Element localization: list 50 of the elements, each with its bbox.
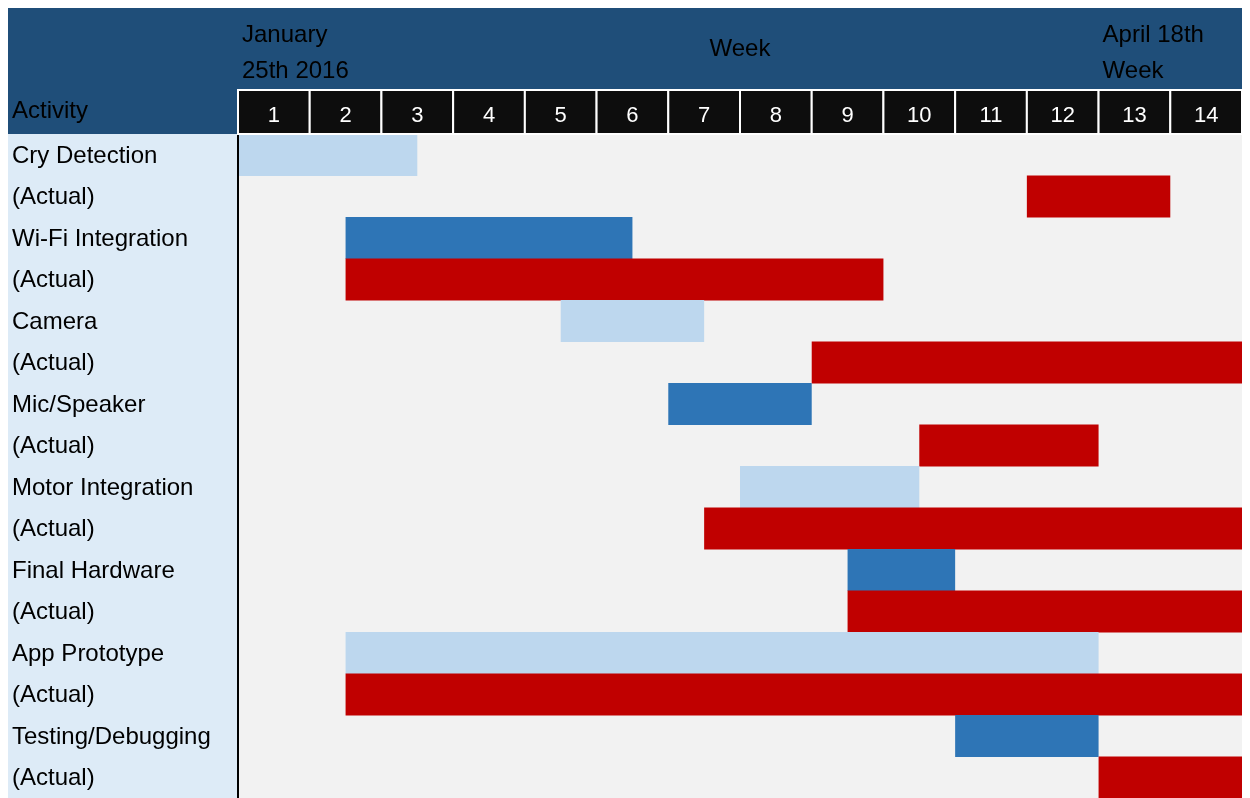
y-tick-label: Cry Detection: [12, 140, 158, 168]
bar: [1026, 175, 1171, 218]
x-tick-label: 11: [979, 102, 1003, 127]
y-tick-label: Wi-Fi Integration: [12, 223, 189, 251]
y-tick-label: (Actual): [12, 763, 95, 791]
bar: [345, 258, 884, 301]
x-axis-title: Week: [709, 34, 771, 61]
bar: [847, 549, 956, 591]
y-tick-label: (Actual): [12, 680, 95, 708]
x-tick-label: 12: [1050, 102, 1075, 127]
x-tick-label: 4: [482, 102, 496, 127]
x-tick-label: 10: [907, 102, 932, 127]
y-tick-label: Camera: [12, 306, 99, 334]
y-tick-label: Final Hardware: [12, 555, 175, 583]
y-tick-label: Motor Integration: [12, 472, 194, 500]
bar: [345, 673, 1242, 716]
y-tick-label: Mic/Speaker: [12, 389, 146, 417]
y-tick-label: (Actual): [12, 348, 95, 376]
bar: [1098, 756, 1242, 798]
x-tick-label: 5: [554, 102, 567, 127]
y-tick-label: (Actual): [12, 431, 95, 459]
bar: [955, 715, 1099, 757]
x-tick-label: 3: [411, 102, 424, 127]
x-tick-label: 9: [841, 102, 854, 127]
bar: [740, 466, 920, 508]
y-axis-title: Activity: [12, 96, 89, 124]
x-tick-label: 14: [1193, 102, 1219, 127]
bar: [238, 134, 418, 176]
x-tick-label: 13: [1122, 102, 1147, 127]
y-tick-label: (Actual): [12, 265, 95, 293]
text: January 25th 2016: [242, 19, 350, 85]
y-tick-label: Testing/Debugging: [12, 721, 211, 749]
x-tick-label: 2: [339, 102, 352, 127]
y-tick-label: (Actual): [12, 597, 95, 625]
bar: [560, 300, 705, 342]
bar: [668, 383, 812, 425]
y-tick-label: App Prototype: [12, 638, 165, 666]
bar: [811, 341, 1242, 384]
bar: [704, 507, 1242, 550]
x-tick-label: 8: [769, 102, 782, 127]
y-tick-label: (Actual): [12, 182, 95, 210]
bar: [919, 424, 1099, 467]
x-tick-label: 6: [626, 102, 639, 127]
text: April 18th Week: [1102, 19, 1205, 85]
x-tick-label: 7: [698, 102, 711, 127]
x-tick-label: 1: [267, 102, 280, 127]
y-tick-label: (Actual): [12, 514, 95, 542]
bar: [345, 632, 1099, 674]
bar: [847, 590, 1242, 633]
bar: [345, 217, 633, 259]
